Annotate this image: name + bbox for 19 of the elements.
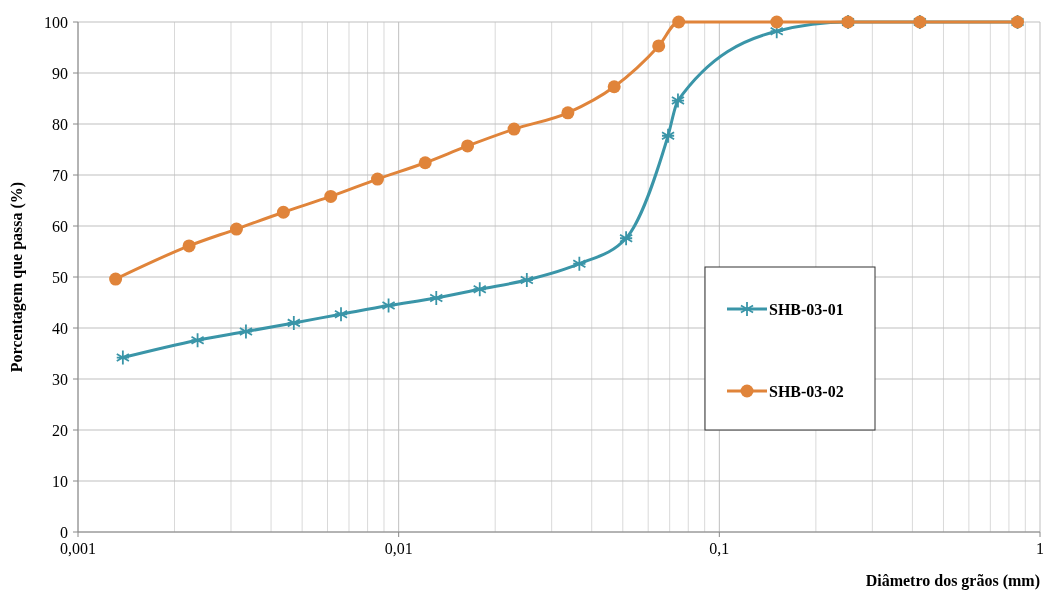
legend-label: SHB-03-02: [769, 382, 844, 400]
y-tick-label: 10: [52, 472, 68, 490]
y-tick-label: 30: [52, 370, 68, 388]
x-tick-label: 0,001: [60, 540, 96, 557]
legend-label: SHB-03-01: [769, 300, 844, 318]
y-tick-label: 20: [52, 421, 68, 439]
x-tick-label: 1: [1036, 540, 1044, 557]
y-tick-label: 60: [52, 217, 68, 235]
y-tick-label: 40: [52, 319, 68, 337]
y-tick-label: 100: [44, 13, 68, 31]
x-tick-label: 0,01: [384, 540, 413, 557]
y-axis-title: Porcentagem que passa (%): [8, 181, 26, 373]
x-axis-title: Diâmetro dos grãos (mm): [865, 572, 1040, 590]
y-tick-label: 80: [52, 115, 68, 133]
y-tick-label: 90: [52, 64, 68, 82]
x-tick-label: 0,1: [709, 540, 730, 557]
y-tick-label: 70: [52, 166, 68, 184]
y-tick-label: 50: [52, 268, 68, 286]
y-tick-label: 0: [60, 523, 68, 541]
